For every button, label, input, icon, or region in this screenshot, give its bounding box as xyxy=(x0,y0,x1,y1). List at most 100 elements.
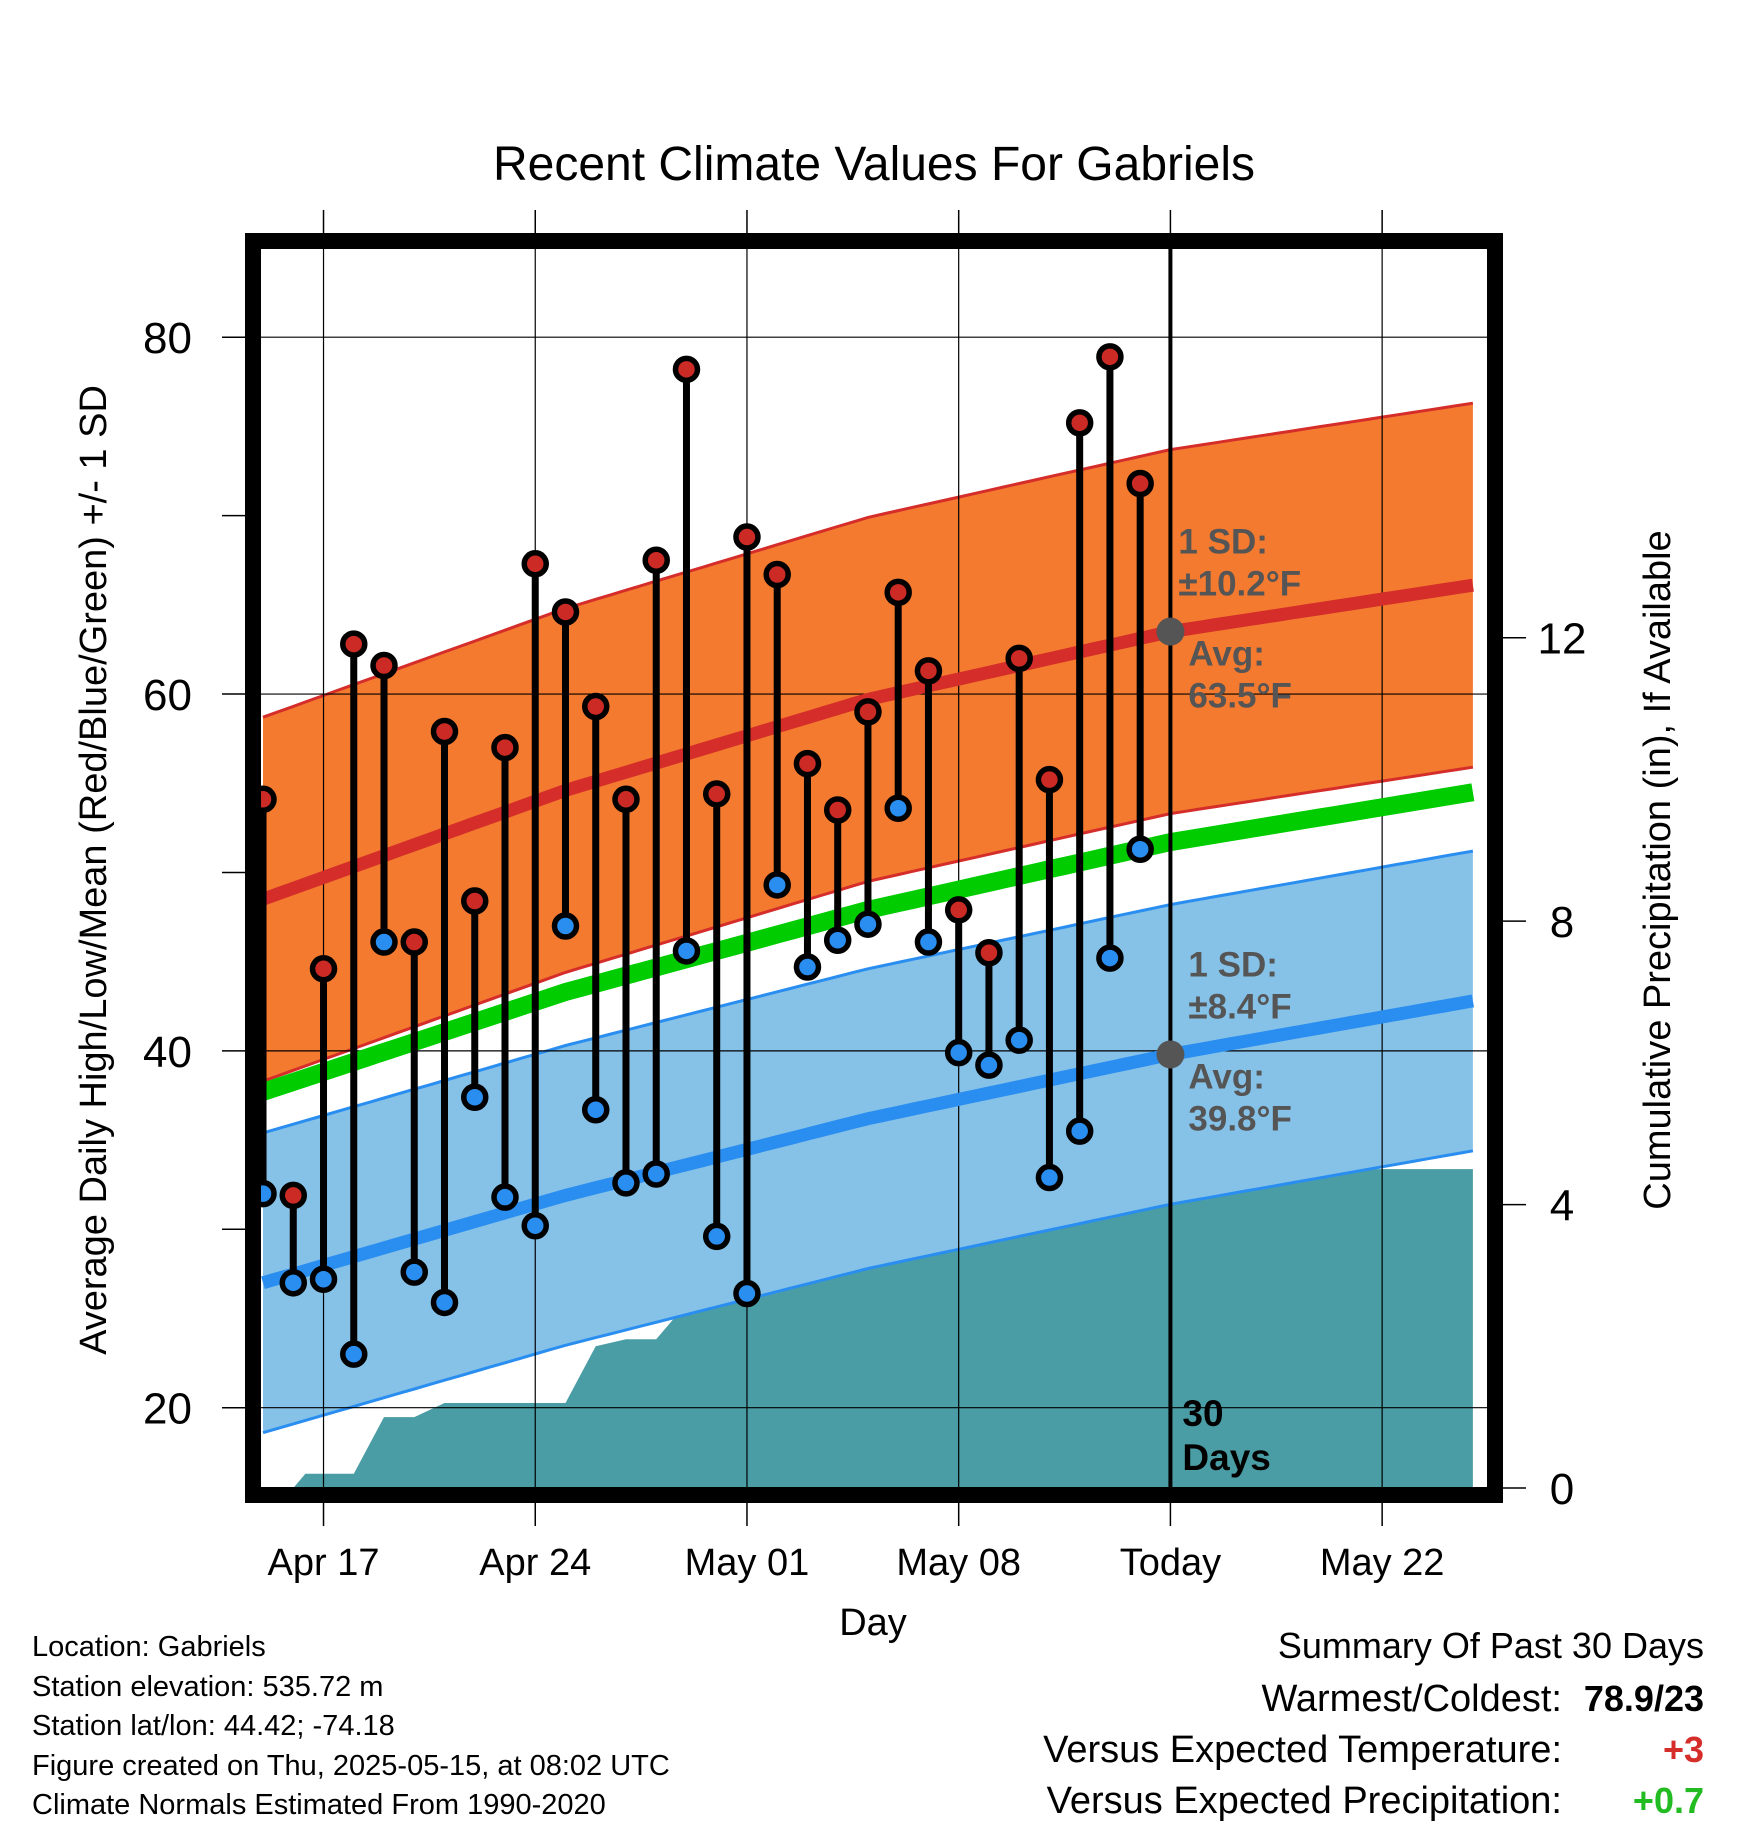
daily-low-point xyxy=(702,1222,731,1251)
warmest-coldest-label: Warmest/Coldest: xyxy=(1261,1678,1562,1720)
daily-high-point xyxy=(340,630,368,658)
daily-low-point xyxy=(763,871,791,899)
daily-low-point xyxy=(309,1265,338,1294)
expected-temp-label: Versus Expected Temperature: xyxy=(1043,1729,1562,1771)
daily-low-point xyxy=(581,1096,610,1124)
daily-high-point xyxy=(944,896,973,924)
daily-low-point xyxy=(430,1288,459,1317)
daily-high-point xyxy=(521,550,549,578)
station-info: Location: Gabriels Station elevation: 53… xyxy=(32,1628,670,1826)
normal-low-upper-edge xyxy=(262,849,1474,1135)
daily-high-point xyxy=(1035,765,1064,794)
warmest-coldest-value: 78.9/23 xyxy=(1583,1678,1704,1719)
daily-low-point xyxy=(1005,1026,1033,1054)
daily-low-point xyxy=(612,1169,640,1197)
summary-title: Summary Of Past 30 Days xyxy=(1277,1625,1704,1666)
daily-high-point xyxy=(260,785,277,814)
x-tick-label: Today xyxy=(1120,1542,1221,1584)
normal-high-upper-edge xyxy=(262,401,1474,719)
daily-high-point xyxy=(733,523,761,551)
daily-high-point xyxy=(612,785,640,814)
high-average-marker xyxy=(1156,617,1185,646)
x-tick-label: May 22 xyxy=(1320,1542,1445,1584)
x-tick-label: Apr 17 xyxy=(268,1542,380,1584)
daily-low-point xyxy=(491,1183,519,1211)
daily-low-point xyxy=(823,926,852,955)
plot-frame xyxy=(245,233,1503,1503)
daily-low-point xyxy=(551,912,580,940)
daily-low-point xyxy=(944,1038,973,1067)
daily-high-point xyxy=(1005,644,1033,673)
chart-title: Recent Climate Values For Gabriels xyxy=(493,138,1255,191)
summary-panel: Summary Of Past 30 Days Warmest/Coldest:… xyxy=(804,1625,1704,1831)
daily-low-point xyxy=(733,1279,761,1308)
expected-precip-label: Versus Expected Precipitation: xyxy=(1046,1780,1562,1822)
y-tick-label: 20 xyxy=(143,1385,192,1434)
daily-low-point xyxy=(340,1340,368,1368)
daily-low-point xyxy=(1035,1163,1064,1192)
daily-high-point xyxy=(370,651,398,680)
daily-high-point xyxy=(491,733,519,762)
daily-high-point xyxy=(1065,409,1094,437)
daily-low-point xyxy=(914,928,943,956)
daily-low-point xyxy=(642,1160,670,1188)
x-tick-label: May 01 xyxy=(685,1542,810,1584)
daily-low-point xyxy=(1126,835,1154,864)
low-average-marker xyxy=(1156,1040,1185,1069)
latlon-text: Station lat/lon: 44.42; -74.18 xyxy=(32,1710,395,1742)
created-text: Figure created on Thu, 2025-05-15, at 08… xyxy=(32,1749,670,1782)
x-tick-label: Apr 24 xyxy=(479,1542,591,1584)
low-sd-annotation: 1 SD: ±8.4°F xyxy=(1188,945,1291,1026)
daily-low-point xyxy=(370,928,398,956)
expected-temp-value: +3 xyxy=(1662,1729,1704,1770)
daily-high-point xyxy=(430,717,459,746)
daily-high-point xyxy=(975,938,1003,967)
daily-high-point xyxy=(642,546,670,574)
y2-tick-label: 8 xyxy=(1550,898,1574,947)
daily-high-point xyxy=(1096,343,1124,371)
expected-precip-value: +0.7 xyxy=(1632,1780,1704,1821)
daily-low-point xyxy=(279,1269,308,1297)
x-axis-label: Day xyxy=(839,1602,907,1644)
elevation-text: Station elevation: 535.72 m xyxy=(32,1670,384,1703)
daily-high-point xyxy=(1126,469,1154,498)
high-sd-annotation: 1 SD: ±10.2°F xyxy=(1178,523,1301,604)
daily-high-point xyxy=(793,749,822,778)
today-days-label: 30 Days xyxy=(1182,1393,1270,1478)
y-axis-label: Average Daily High/Low/Mean (Red/Blue/Gr… xyxy=(73,385,115,1355)
daily-high-point xyxy=(279,1181,308,1210)
daily-high-point xyxy=(672,355,701,384)
low-avg-annotation: Avg: 39.8°F xyxy=(1188,1057,1292,1138)
daily-high-point xyxy=(400,928,429,956)
plot-clipped: 1 SD: ±10.2°F Avg: 63.5°F 1 SD: ±8.4°F Avg: 39.… xyxy=(260,248,1488,1488)
y-tick-label: 40 xyxy=(143,1028,192,1077)
daily-high-point xyxy=(884,578,912,607)
daily-low-point xyxy=(521,1211,549,1240)
normal-low-lower-edge xyxy=(262,1149,1474,1435)
normals-text: Climate Normals Estimated From 1990-2020 xyxy=(32,1789,606,1821)
y2-tick-label: 0 xyxy=(1550,1465,1574,1514)
daily-high-point xyxy=(854,698,882,726)
y-tick-label: 60 xyxy=(143,671,192,720)
daily-high-point xyxy=(551,598,580,626)
daily-low-point xyxy=(854,910,882,938)
daily-high-point xyxy=(581,692,610,721)
daily-low-point xyxy=(672,937,701,965)
daily-low-point xyxy=(460,1083,489,1112)
daily-high-point xyxy=(702,780,731,808)
plot-area: 1 SD: ±10.2°F Avg: 63.5°F 1 SD: ±8.4°F Avg: 39.… xyxy=(260,248,1488,1488)
daily-low-point xyxy=(1065,1117,1094,1145)
daily-low-point xyxy=(793,953,822,981)
y2-tick-label: 12 xyxy=(1538,615,1587,664)
y2-tick-label: 4 xyxy=(1550,1182,1574,1231)
x-tick-label: May 08 xyxy=(896,1542,1021,1584)
location-text: Location: Gabriels xyxy=(32,1631,266,1663)
daily-high-point xyxy=(914,657,943,685)
daily-low-point xyxy=(400,1258,429,1286)
daily-high-point xyxy=(763,560,791,589)
normal-low-line xyxy=(261,994,1475,1290)
daily-low-point xyxy=(884,794,912,822)
y-tick-label: 80 xyxy=(143,314,192,363)
y2-axis-label: Cumulative Precipitation (in), If Availa… xyxy=(1637,530,1679,1209)
